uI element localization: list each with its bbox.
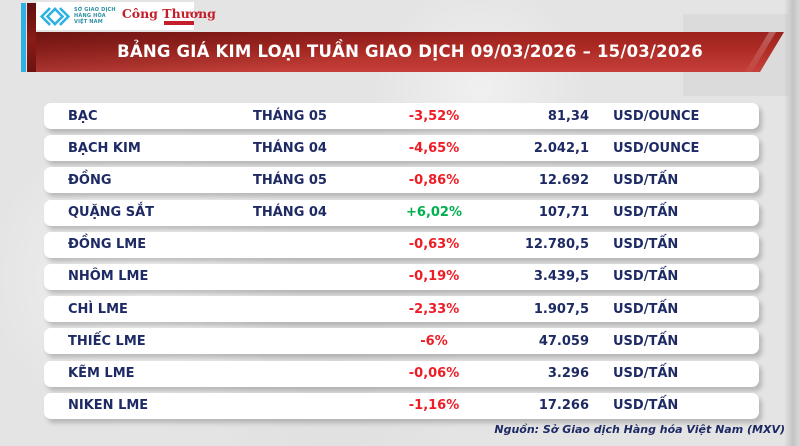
table-row: BẠC THÁNG 05 -3,52% 81,34 USD/OUNCE: [44, 103, 759, 129]
contract-month: THÁNG 05: [253, 172, 327, 188]
cong-thuong-logo: Công Thương: [122, 7, 216, 25]
weekly-change: -3,52%: [408, 108, 460, 124]
commodity-name: ĐỒNG LME: [68, 237, 147, 253]
exchange-name-line1: SỞ GIAO DỊCH: [74, 7, 116, 13]
mxv-logo-icon: [40, 6, 70, 26]
brand-name: Công Thương: [121, 6, 216, 21]
weekly-change: -0,19%: [408, 269, 460, 285]
weekly-change: +6,02%: [406, 205, 462, 221]
commodity-name: NIKEN LME: [68, 398, 149, 414]
commodity-name: ĐỒNG: [68, 172, 112, 188]
price-value: 17.266: [538, 398, 589, 414]
price-unit: USD/TẤN: [613, 205, 679, 221]
table-row: QUẶNG SẮT THÁNG 04 +6,02% 107,71 USD/TẤN: [44, 199, 759, 226]
commodity-name: BẠC: [68, 108, 98, 124]
table-row: ĐỒNG LME -0,63% 12.780,5 USD/TẤN: [44, 231, 759, 258]
commodity-name: QUẶNG SẮT: [68, 205, 155, 221]
commodity-name: THIẾC LME: [68, 333, 146, 349]
price-value: 81,34: [547, 108, 589, 124]
weekly-change: -4,65%: [408, 140, 460, 156]
table-row: ĐỒNG THÁNG 05 -0,86% 12.692 USD/TẤN: [44, 167, 759, 194]
price-unit: USD/TẤN: [613, 269, 679, 285]
weekly-change: -0,86%: [408, 172, 460, 188]
commodity-name: BẠCH KIM: [68, 140, 141, 156]
contract-month: THÁNG 04: [253, 205, 327, 221]
contract-month: THÁNG 05: [253, 108, 327, 124]
weekly-change: -6%: [420, 333, 448, 349]
exchange-name-line3: VIỆT NAM: [74, 19, 103, 25]
brand-sub-banner: [163, 21, 194, 25]
table-row: KẼM LME -0,06% 3.296 USD/TẤN: [44, 360, 759, 387]
price-value: 1.907,5: [533, 301, 589, 317]
price-table: BẠC THÁNG 05 -3,52% 81,34 USD/OUNCE BẠCH…: [44, 103, 759, 419]
page-title: BẢNG GIÁ KIM LOẠI TUẦN GIAO DỊCH 09/03/2…: [117, 42, 703, 61]
price-unit: USD/OUNCE: [613, 140, 700, 156]
price-value: 12.692: [538, 172, 589, 188]
price-unit: USD/TẤN: [613, 333, 679, 349]
weekly-change: -0,63%: [408, 237, 460, 253]
price-value: 12.780,5: [524, 237, 589, 253]
price-unit: USD/TẤN: [613, 237, 679, 253]
commodity-name: NHÔM LME: [68, 269, 149, 285]
weekly-change: -1,16%: [408, 398, 460, 414]
price-unit: USD/TẤN: [613, 301, 679, 317]
accent-bar-cyan: [21, 3, 26, 72]
price-unit: USD/TẤN: [613, 172, 679, 188]
title-banner: BẢNG GIÁ KIM LOẠI TUẦN GIAO DỊCH 09/03/2…: [36, 32, 784, 72]
table-row: NIKEN LME -1,16% 17.266 USD/TẤN: [44, 392, 759, 419]
logo-plate: SỞ GIAO DỊCH HÀNG HÓA VIỆT NAM Công Thươ…: [36, 2, 216, 30]
exchange-name-line2: HÀNG HÓA: [74, 13, 106, 19]
table-row: THIẾC LME -6% 47.059 USD/TẤN: [44, 328, 759, 355]
price-value: 3.296: [547, 366, 589, 381]
price-value: 2.042,1: [533, 140, 589, 156]
price-value: 107,71: [538, 205, 589, 221]
exchange-name: SỞ GIAO DỊCH HÀNG HÓA VIỆT NAM: [74, 7, 116, 25]
weekly-change: -0,06%: [408, 366, 460, 381]
commodity-name: CHÌ LME: [68, 301, 128, 317]
price-unit: USD/TẤN: [613, 366, 679, 381]
page-edge-shade: [784, 0, 800, 446]
source-note: Nguồn: Sở Giao dịch Hàng hóa Việt Nam (M…: [494, 423, 785, 436]
table-row: BẠCH KIM THÁNG 04 -4,65% 2.042,1 USD/OUN…: [44, 135, 759, 162]
price-value: 3.439,5: [533, 269, 589, 285]
accent-bar-maroon: [27, 3, 36, 72]
commodity-name: KẼM LME: [68, 366, 135, 381]
price-unit: USD/OUNCE: [613, 108, 700, 124]
contract-month: THÁNG 04: [253, 140, 327, 156]
table-row: NHÔM LME -0,19% 3.439,5 USD/TẤN: [44, 263, 759, 290]
price-value: 47.059: [538, 333, 589, 349]
table-row: CHÌ LME -2,33% 1.907,5 USD/TẤN: [44, 296, 759, 323]
weekly-change: -2,33%: [408, 301, 460, 317]
price-unit: USD/TẤN: [613, 398, 679, 414]
